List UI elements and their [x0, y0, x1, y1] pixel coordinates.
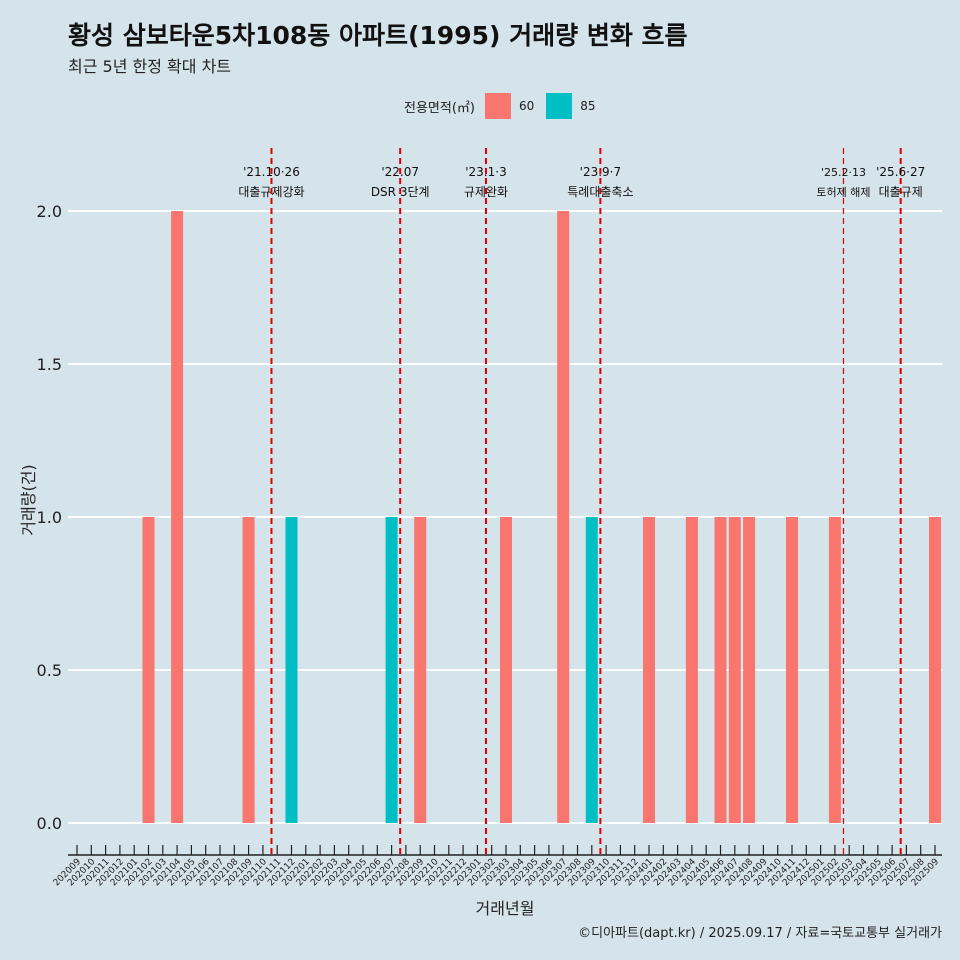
- bar: [385, 517, 398, 823]
- bar: [242, 517, 255, 823]
- event-name-label: 특례대출축소: [567, 185, 633, 199]
- legend-swatch-60: [484, 93, 511, 119]
- legend-swatch-85: [546, 93, 573, 119]
- event-name-label: 대출규제: [879, 185, 923, 199]
- event-name-label: 규제완화: [464, 185, 508, 199]
- event-date-label: '23.9·7: [580, 165, 621, 179]
- bar: [142, 517, 155, 823]
- bar: [786, 517, 798, 823]
- event-date-label: '25.2·13: [821, 166, 866, 179]
- event-name-label: 토허제 해제: [816, 185, 870, 199]
- bar: [828, 517, 841, 823]
- y-tick-label: 2.0: [37, 202, 62, 221]
- bar: [557, 211, 570, 823]
- y-axis-title: 거래량(건): [19, 464, 38, 535]
- source-caption: ©디아파트(dapt.kr) / 2025.09.17 / 자료=국토교통부 실…: [578, 926, 942, 941]
- event-name-label: DSR 3단계: [371, 185, 430, 199]
- event-name-label: 대출규제강화: [238, 185, 304, 199]
- bar: [929, 517, 941, 823]
- bar: [643, 517, 655, 823]
- event-date-label: '22.07: [381, 165, 419, 179]
- y-tick-label: 1.0: [37, 508, 62, 527]
- event-date-label: '25.6·27: [876, 165, 925, 179]
- x-axis-title: 거래년월: [476, 899, 535, 918]
- bar: [414, 517, 427, 823]
- bar: [728, 517, 741, 823]
- y-tick-label: 1.5: [37, 355, 62, 374]
- bar: [500, 517, 512, 823]
- bar: [585, 517, 598, 823]
- event-date-label: '23.1·3: [465, 165, 506, 179]
- bar: [743, 517, 756, 823]
- bar: [285, 517, 298, 823]
- y-tick-label: 0.5: [37, 661, 62, 680]
- chart-subtitle: 최근 5년 한정 확대 차트: [68, 57, 232, 76]
- event-date-label: '21.10·26: [243, 165, 300, 179]
- legend-title: 전용면적(㎡): [404, 100, 475, 116]
- y-tick-label: 0.0: [37, 814, 62, 833]
- bar: [171, 211, 184, 823]
- chart-title: 황성 삼보타운5차108동 아파트(1995) 거래량 변화 흐름: [68, 21, 688, 50]
- legend-label-60: 60: [518, 99, 535, 113]
- legend-label-85: 85: [580, 99, 596, 113]
- legend: 전용면적(㎡) 60 85: [404, 93, 608, 119]
- bar: [685, 517, 698, 823]
- bar: [714, 517, 727, 823]
